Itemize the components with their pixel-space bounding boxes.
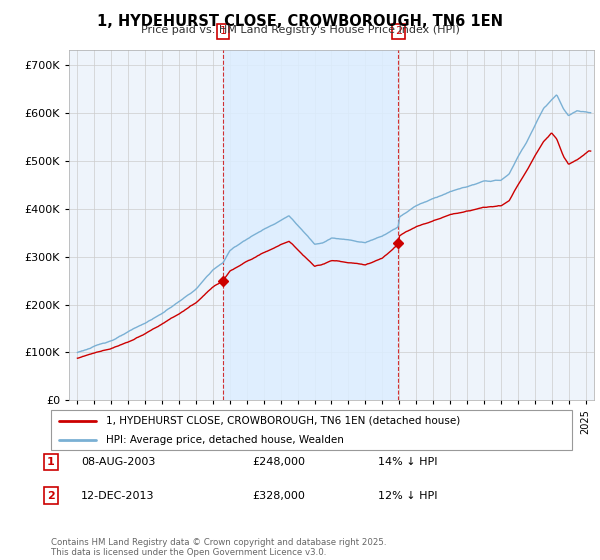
Text: 1: 1 xyxy=(220,26,227,36)
Text: 08-AUG-2003: 08-AUG-2003 xyxy=(81,457,155,467)
Text: Contains HM Land Registry data © Crown copyright and database right 2025.
This d: Contains HM Land Registry data © Crown c… xyxy=(51,538,386,557)
Text: 12-DEC-2013: 12-DEC-2013 xyxy=(81,491,155,501)
Bar xyxy=(223,50,398,400)
Text: 14% ↓ HPI: 14% ↓ HPI xyxy=(378,457,437,467)
Text: Price paid vs. HM Land Registry's House Price Index (HPI): Price paid vs. HM Land Registry's House … xyxy=(140,25,460,35)
Text: 2: 2 xyxy=(47,491,55,501)
Text: 12% ↓ HPI: 12% ↓ HPI xyxy=(378,491,437,501)
Text: 1, HYDEHURST CLOSE, CROWBOROUGH, TN6 1EN (detached house): 1, HYDEHURST CLOSE, CROWBOROUGH, TN6 1EN… xyxy=(106,416,460,426)
Text: HPI: Average price, detached house, Wealden: HPI: Average price, detached house, Weal… xyxy=(106,435,344,445)
Text: £248,000: £248,000 xyxy=(252,457,305,467)
Text: 1: 1 xyxy=(47,457,55,467)
Text: 2: 2 xyxy=(395,26,402,36)
Text: £328,000: £328,000 xyxy=(252,491,305,501)
Text: 1, HYDEHURST CLOSE, CROWBOROUGH, TN6 1EN: 1, HYDEHURST CLOSE, CROWBOROUGH, TN6 1EN xyxy=(97,14,503,29)
FancyBboxPatch shape xyxy=(50,410,572,450)
